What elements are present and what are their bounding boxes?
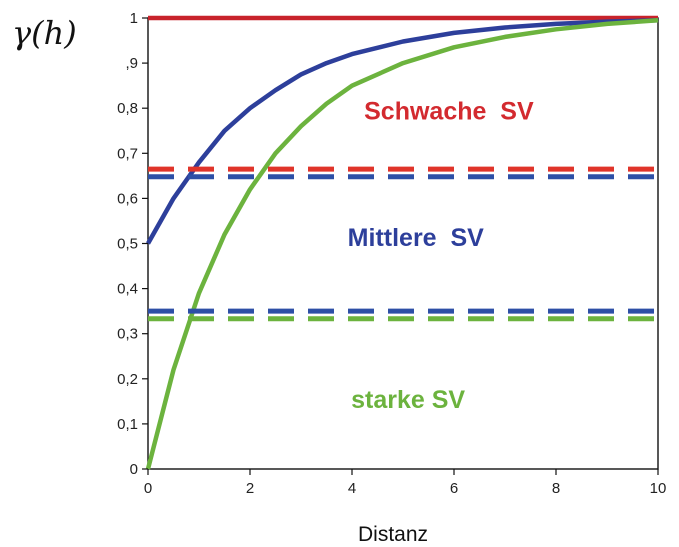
x-tick-label: 0: [144, 480, 152, 497]
x-tick-label: 4: [348, 480, 356, 497]
y-tick-label: 0,8: [117, 100, 138, 117]
x-axis-label: Distanz: [358, 523, 428, 546]
region-annotation: Mittlere SV: [348, 224, 484, 252]
y-tick-label: 0,1: [117, 416, 138, 433]
y-tick-label: 0,6: [117, 190, 138, 207]
y-tick-label: 0,7: [117, 145, 138, 162]
y-tick-label: 0: [130, 461, 138, 478]
y-tick-label: ,9: [125, 55, 138, 72]
region-annotation: starke SV: [351, 386, 465, 414]
x-tick-label: 6: [450, 480, 458, 497]
x-tick-label: 2: [246, 480, 254, 497]
x-tick-label: 8: [552, 480, 560, 497]
y-tick-label: 0,4: [117, 281, 138, 298]
y-tick-label: 0,5: [117, 236, 138, 253]
series-line-1: [146, 18, 659, 245]
x-tick-label: 10: [650, 480, 667, 497]
y-axis-label: γ(h): [12, 14, 77, 52]
series-line-2: [145, 18, 659, 470]
y-tick-label: 0,2: [117, 371, 138, 388]
y-tick-label: 1: [130, 10, 138, 27]
y-tick-label: 0,3: [117, 326, 138, 343]
region-annotation: Schwache SV: [364, 97, 534, 125]
